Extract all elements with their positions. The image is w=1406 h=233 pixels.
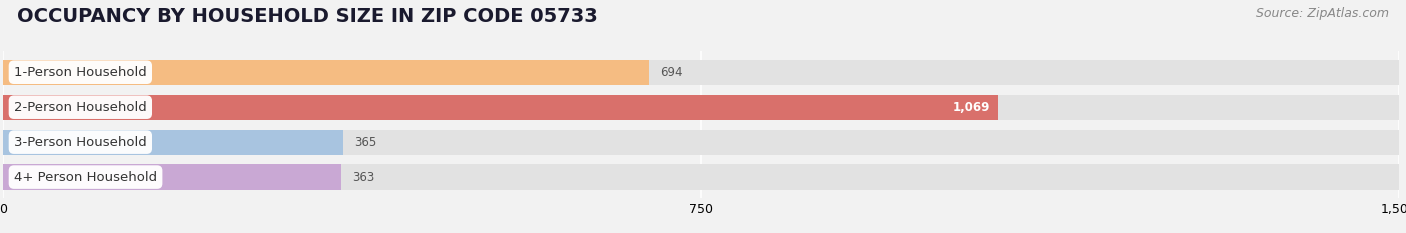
Text: 1-Person Household: 1-Person Household [14,66,146,79]
Bar [3,95,998,120]
Bar [3,130,1399,155]
Text: 363: 363 [352,171,374,184]
Text: 365: 365 [354,136,375,149]
Text: 694: 694 [659,66,682,79]
Text: OCCUPANCY BY HOUSEHOLD SIZE IN ZIP CODE 05733: OCCUPANCY BY HOUSEHOLD SIZE IN ZIP CODE … [17,7,598,26]
Bar [3,95,1399,120]
Text: 1,069: 1,069 [953,101,990,114]
Text: 2-Person Household: 2-Person Household [14,101,146,114]
Bar [3,164,1399,190]
Text: Source: ZipAtlas.com: Source: ZipAtlas.com [1256,7,1389,20]
Bar [3,60,648,85]
Bar [3,60,1399,85]
Text: 4+ Person Household: 4+ Person Household [14,171,157,184]
Bar [3,130,343,155]
Text: 3-Person Household: 3-Person Household [14,136,146,149]
Bar [3,164,340,190]
